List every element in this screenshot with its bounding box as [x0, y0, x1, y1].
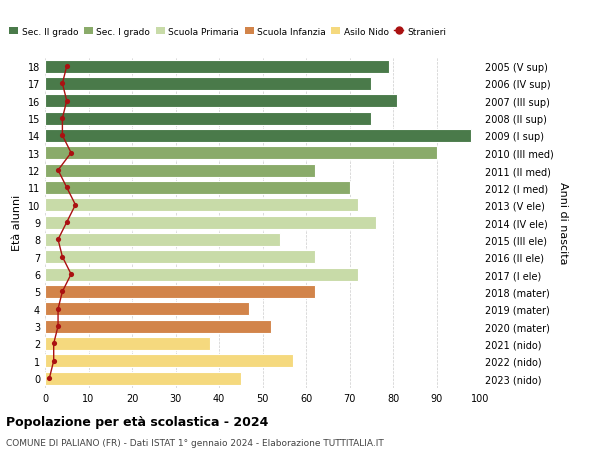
Bar — [45, 95, 397, 108]
Point — [53, 305, 63, 313]
Bar — [45, 199, 358, 212]
Bar — [45, 320, 271, 333]
Point — [44, 375, 54, 382]
Point — [58, 288, 67, 296]
Point — [71, 202, 80, 209]
Point — [49, 340, 59, 347]
Point — [53, 167, 63, 174]
Bar — [45, 147, 437, 160]
Y-axis label: Anni di nascita: Anni di nascita — [557, 181, 568, 264]
Bar — [45, 216, 376, 229]
Bar — [45, 129, 472, 143]
Bar — [45, 372, 241, 385]
Point — [58, 253, 67, 261]
Point — [62, 185, 71, 192]
Bar — [45, 251, 315, 264]
Point — [53, 323, 63, 330]
Bar — [45, 61, 389, 73]
Bar — [45, 302, 250, 316]
Legend: Sec. II grado, Sec. I grado, Scuola Primaria, Scuola Infanzia, Asilo Nido, Stran: Sec. II grado, Sec. I grado, Scuola Prim… — [5, 24, 450, 40]
Bar — [45, 181, 350, 195]
Point — [66, 271, 76, 278]
Bar — [45, 268, 358, 281]
Text: COMUNE DI PALIANO (FR) - Dati ISTAT 1° gennaio 2024 - Elaborazione TUTTITALIA.IT: COMUNE DI PALIANO (FR) - Dati ISTAT 1° g… — [6, 438, 384, 448]
Bar — [45, 337, 211, 350]
Bar — [45, 285, 315, 298]
Bar — [45, 78, 371, 91]
Bar — [45, 112, 371, 125]
Point — [58, 80, 67, 88]
Y-axis label: Età alunni: Età alunni — [12, 195, 22, 251]
Text: Popolazione per età scolastica - 2024: Popolazione per età scolastica - 2024 — [6, 415, 268, 428]
Point — [49, 358, 59, 365]
Point — [62, 219, 71, 226]
Point — [62, 98, 71, 105]
Point — [58, 133, 67, 140]
Point — [62, 63, 71, 71]
Bar — [45, 354, 293, 368]
Point — [58, 115, 67, 123]
Point — [53, 236, 63, 244]
Bar — [45, 234, 280, 246]
Point — [66, 150, 76, 157]
Bar — [45, 164, 315, 177]
